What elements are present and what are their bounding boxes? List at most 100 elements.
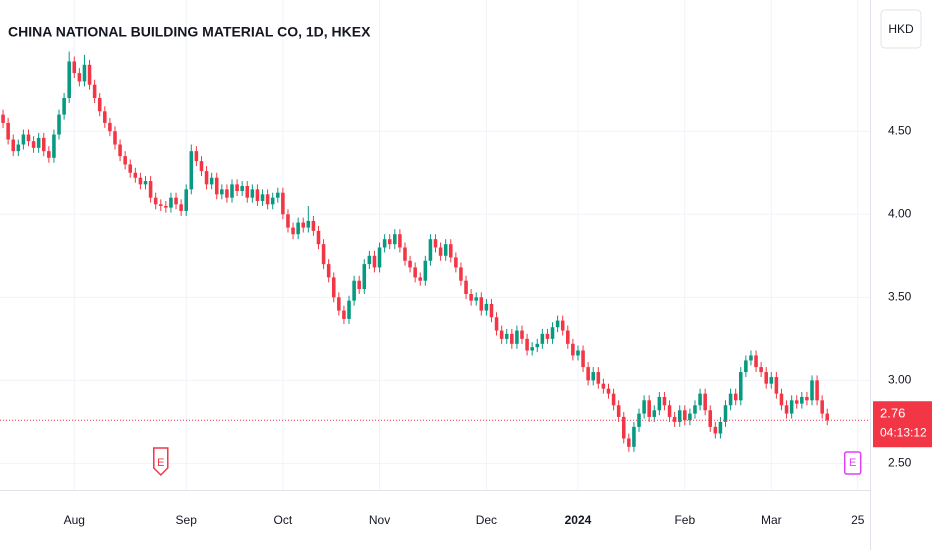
candle-body [540,333,545,344]
candle-body [113,131,117,145]
candle-body [769,377,774,384]
currency-label[interactable]: HKD [888,22,914,36]
candle-body [367,255,372,265]
candle-body [683,410,687,421]
candle-body [36,137,41,148]
y-tick-label: 4.00 [888,206,912,220]
candle-body [250,189,255,198]
candle-body [759,367,763,373]
x-tick-label: Mar [761,513,782,527]
candle-body [621,416,626,439]
candle-body [672,416,677,422]
candle-body [214,177,219,195]
candle-body [184,189,188,211]
candle-body [657,396,662,411]
candle-body [174,197,178,205]
candle-body [321,244,326,265]
candle-body [169,197,173,208]
y-tick-label: 2.50 [888,456,912,470]
candle-body [67,61,71,98]
candle-body [209,177,214,185]
candle-body [499,330,504,339]
x-tick-label: Dec [476,513,497,527]
candle-body [789,400,794,414]
candle-body [805,396,809,401]
candle-body [723,405,728,422]
candle-body [286,214,290,228]
candle-body [591,372,596,381]
candle-body [342,310,346,319]
candle-body [708,410,713,427]
candle-body [667,405,672,417]
candle-body [62,98,66,115]
candle-body [31,141,36,148]
candle-body [611,393,616,406]
candle-body [413,267,417,278]
candle-body [143,181,148,185]
candle-body [158,204,163,206]
candle-body [525,338,529,351]
currency-button[interactable] [880,9,922,49]
candle-body [108,122,112,132]
candle-body [194,151,199,162]
candle-body [693,405,697,414]
candle-body [754,355,758,368]
candle-body [403,247,407,261]
candle-body [16,144,21,152]
candle-body [474,297,478,301]
candle-body [41,137,46,152]
candle-body [438,247,443,256]
candle-body [560,320,565,331]
candle-body [489,303,494,318]
candle-body [311,220,316,231]
candle-body [448,244,453,258]
candle-body [423,260,428,281]
candle-body [601,383,606,389]
candle-body [382,239,387,248]
earnings-marker [843,451,862,475]
candle-body [235,184,239,192]
candle-body [820,400,824,414]
candle-body [357,280,361,290]
candle-body [586,367,590,381]
candles [1,51,830,452]
candle-body [784,405,789,414]
candle-body [545,333,550,339]
candle-body [337,297,341,311]
candle-body [779,393,784,406]
candle-body [179,204,183,211]
candle-body [815,380,819,401]
candle-body [571,343,575,356]
candle-body [484,303,489,311]
candle-body [72,61,77,74]
candle-body [26,134,31,142]
countdown-label: 04:13:12 [880,425,927,439]
chart-title: CHINA NATIONAL BUILDING MATERIAL CO, 1D,… [8,24,371,40]
candle-body [265,194,270,205]
candle-body [550,327,555,339]
candle-body [744,360,748,373]
candle-body [11,139,16,152]
candle-body [77,73,82,82]
candle-body [433,239,438,248]
candle-body [596,372,601,384]
candle-body [255,189,260,201]
candle-body [118,144,122,157]
candle-body [87,64,92,85]
candle-body [133,172,138,178]
candle-body [728,393,733,406]
candle-body [123,156,127,165]
candle-body [733,393,738,401]
candle-body [164,205,168,208]
candle-body [606,388,611,394]
candle-body [576,350,580,356]
candle-body [647,400,651,417]
candle-body [662,396,667,406]
candle-body [698,393,702,406]
y-tick-label: 3.50 [888,289,912,303]
candle-body [316,230,321,245]
candle-body [794,400,799,404]
candle-body [718,421,723,434]
candle-body [749,355,753,361]
candle-body [82,64,87,82]
